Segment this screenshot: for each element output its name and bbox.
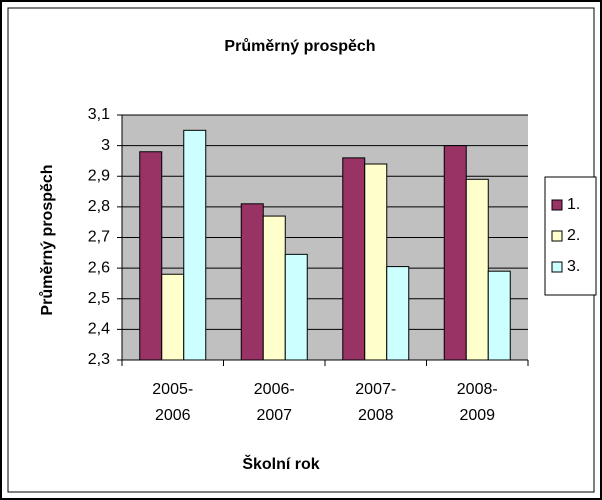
y-tick-label: 2,5 [88, 290, 110, 307]
bar [342, 157, 366, 361]
x-tick-label: 2007-2008 [355, 381, 397, 424]
bar [139, 151, 163, 361]
x-tick-label: 2008-2009 [456, 381, 498, 424]
y-tick-label: 2,4 [88, 321, 110, 338]
x-axis-label: Školní rok [242, 454, 319, 473]
legend-swatch [551, 230, 563, 242]
legend-label: 2. [567, 227, 580, 244]
y-tick-label: 2,7 [88, 229, 110, 246]
bar [240, 203, 264, 361]
x-tick-label: 2005-2006 [152, 381, 194, 424]
bar [161, 273, 185, 361]
bar [386, 266, 410, 361]
bar [487, 270, 511, 361]
legend-swatch [551, 199, 563, 211]
chart-title: Průměrný prospěch [224, 38, 375, 55]
y-tick-label: 3,1 [88, 106, 110, 123]
y-tick-label: 2,8 [88, 198, 110, 215]
y-tick-label: 3 [101, 137, 110, 154]
bar [183, 129, 207, 361]
y-tick-label: 2,9 [88, 167, 110, 184]
bar [364, 163, 388, 361]
bar [443, 145, 467, 361]
x-tick-label: 2006-2007 [253, 381, 295, 424]
bar [465, 178, 489, 361]
legend-label: 1. [567, 196, 580, 213]
y-tick-label: 2,6 [88, 259, 110, 276]
y-tick-label: 2,3 [88, 351, 110, 368]
bar [262, 215, 286, 361]
bar [284, 253, 308, 361]
legend-label: 3. [567, 258, 580, 275]
legend-swatch [551, 261, 563, 273]
y-axis-label: Průměrný prospěch [39, 164, 56, 315]
